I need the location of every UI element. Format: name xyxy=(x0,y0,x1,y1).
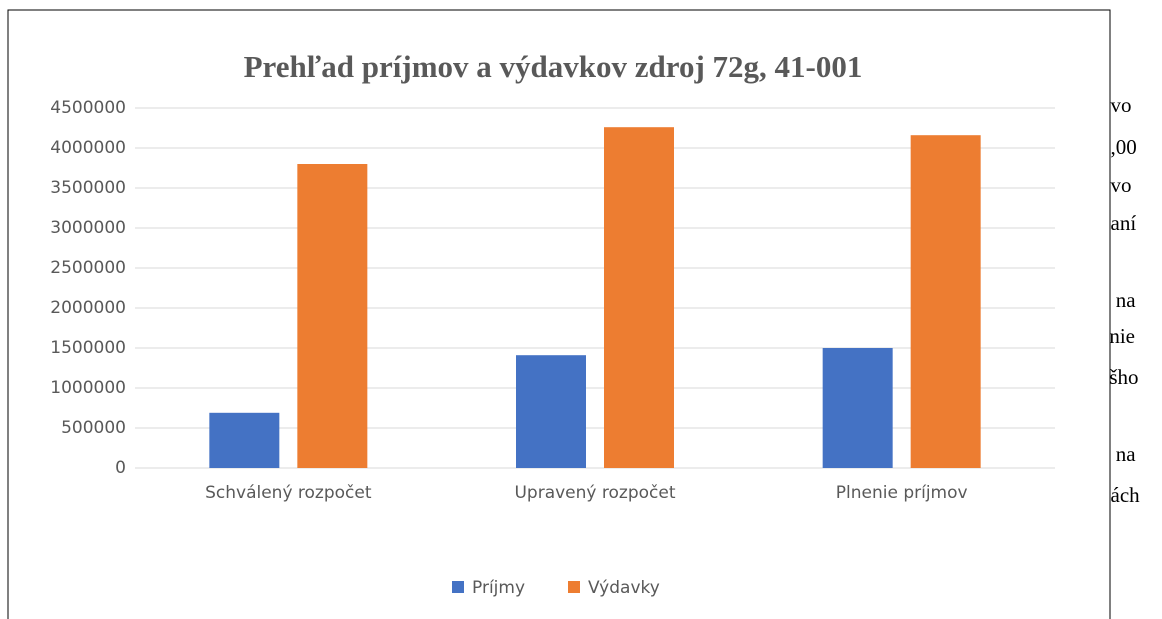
y-tick-label: 1000000 xyxy=(50,378,126,398)
bar xyxy=(822,348,893,468)
bar xyxy=(604,127,674,468)
plot: 0 500000 1000000 1500000 2000000 2500000 30000… xyxy=(50,98,1055,598)
y-tick-label: 2000000 xyxy=(50,298,126,318)
y-tick-label: 0 xyxy=(115,458,126,478)
x-tick-label: Plnenie príjmov xyxy=(836,483,968,503)
y-tick-label: 4500000 xyxy=(50,98,126,118)
legend-label: Príjmy xyxy=(472,578,525,598)
y-tick-label: 3500000 xyxy=(50,178,126,198)
bar xyxy=(516,355,586,468)
chart-title: Prehľad príjmov a výdavkov zdroj 72g, 41… xyxy=(244,49,863,84)
legend-swatch xyxy=(452,581,464,593)
y-tick-label: 1500000 xyxy=(50,338,126,358)
y-tick-label: 4000000 xyxy=(50,138,126,158)
x-tick-label: Upravený rozpočet xyxy=(514,483,675,503)
bar xyxy=(910,135,981,468)
x-tick-label: Schválený rozpočet xyxy=(205,483,372,503)
bar xyxy=(297,164,368,468)
legend-swatch xyxy=(568,581,580,593)
y-tick-label: 500000 xyxy=(61,418,126,438)
legend-label: Výdavky xyxy=(588,578,660,598)
y-tick-label: 3000000 xyxy=(50,218,126,238)
y-tick-label: 2500000 xyxy=(50,258,126,278)
bar xyxy=(209,412,280,468)
